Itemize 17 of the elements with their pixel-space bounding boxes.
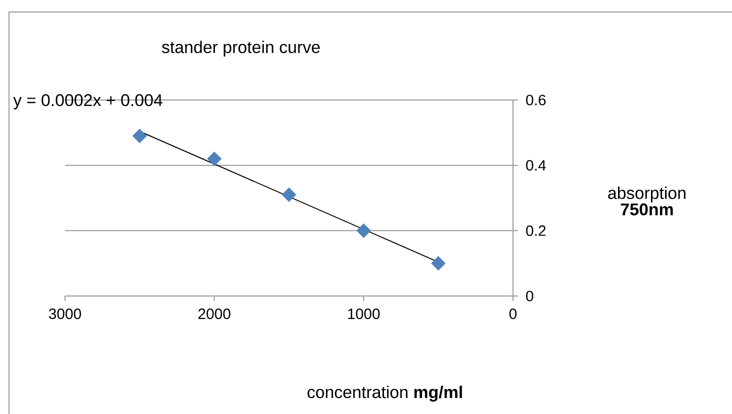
point bbox=[132, 128, 147, 144]
annotation: y = 0.0002x + 0.004 bbox=[13, 94, 162, 110]
y-tick-label: 0.6 bbox=[526, 94, 546, 106]
y-axis-title: absorption 750nm bbox=[608, 186, 686, 216]
point bbox=[431, 256, 446, 271]
y-tick-label: 0 bbox=[526, 290, 534, 302]
x-axis-title: concentration mg/ml bbox=[308, 386, 462, 402]
x-tick-label: 3000 bbox=[48, 308, 82, 320]
chart-title: stander protein curve bbox=[162, 40, 320, 57]
x-tick-label: 2000 bbox=[198, 308, 230, 320]
point bbox=[282, 187, 296, 202]
point bbox=[356, 223, 371, 238]
y-tick-label: 0.4 bbox=[526, 160, 546, 171]
y-tick-label: 0.2 bbox=[526, 225, 546, 236]
x-tick-label: 0 bbox=[509, 308, 517, 320]
x-tick-label: 1000 bbox=[348, 308, 380, 320]
point bbox=[207, 152, 222, 166]
